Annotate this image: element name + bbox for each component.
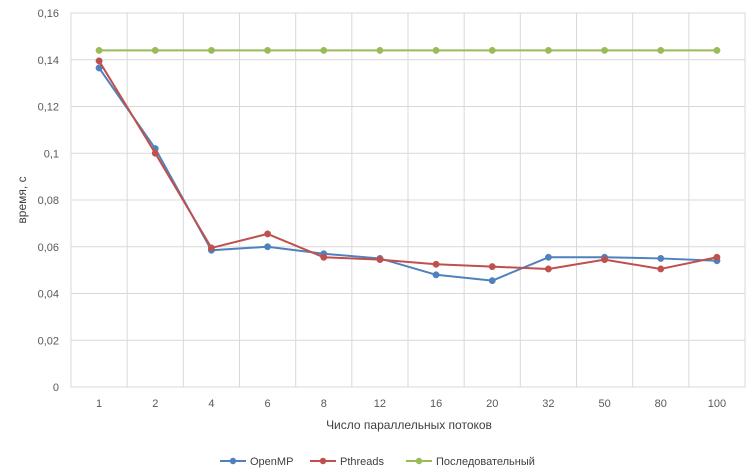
axis-layer: 00,020,040,060,080,10,120,140,161 2 4 6 8 12 1… xyxy=(38,8,727,410)
legend-marker xyxy=(415,457,423,465)
y-tick-label: 0,02 xyxy=(38,335,59,347)
data-point xyxy=(432,46,440,54)
data-point xyxy=(376,256,384,264)
x-tick-label: 2 xyxy=(152,398,158,410)
series-layer xyxy=(95,46,721,285)
data-point xyxy=(264,243,272,251)
x-tick-label: 100 xyxy=(708,398,726,410)
data-point xyxy=(95,57,103,65)
data-point xyxy=(488,46,496,54)
y-tick-label: 0,1 xyxy=(44,148,59,160)
x-tick-label: 4 xyxy=(208,398,214,410)
x-tick-label: 12 xyxy=(374,398,386,410)
data-point xyxy=(320,253,328,261)
data-point xyxy=(320,46,328,54)
data-point xyxy=(207,244,215,252)
x-tick-label: 8 xyxy=(321,398,327,410)
y-tick-label: 0,04 xyxy=(38,289,59,301)
grid-layer xyxy=(70,12,746,388)
data-point xyxy=(488,263,496,271)
y-tick-label: 0,12 xyxy=(38,102,59,114)
legend: OpenMP Pthreads Последовательный xyxy=(220,456,535,468)
x-tick-label: 20 xyxy=(486,398,498,410)
data-point xyxy=(151,46,159,54)
data-point xyxy=(488,277,496,285)
data-point xyxy=(264,230,272,238)
y-tick-label: 0,14 xyxy=(38,55,59,67)
data-point xyxy=(657,46,665,54)
data-point xyxy=(432,260,440,268)
data-point xyxy=(601,256,609,264)
y-tick-label: 0,06 xyxy=(38,242,59,254)
data-point xyxy=(151,149,159,157)
data-point xyxy=(713,46,721,54)
data-point xyxy=(657,265,665,273)
legend-label: OpenMP xyxy=(250,456,293,468)
x-tick-label: 6 xyxy=(265,398,271,410)
legend-marker xyxy=(319,457,327,465)
data-point xyxy=(432,271,440,279)
legend-label: Последовательный xyxy=(436,456,535,468)
data-point xyxy=(207,46,215,54)
data-point xyxy=(601,46,609,54)
x-tick-label: 32 xyxy=(542,398,554,410)
y-axis-title: время, с xyxy=(15,176,29,223)
x-tick-label: 16 xyxy=(430,398,442,410)
y-tick-label: 0 xyxy=(53,382,59,394)
series-line-2 xyxy=(98,59,718,270)
x-axis-title: Число параллельных потоков xyxy=(326,418,492,432)
x-tick-label: 50 xyxy=(598,398,610,410)
data-point xyxy=(95,46,103,54)
legend-marker xyxy=(229,457,237,465)
legend-label: Pthreads xyxy=(340,456,385,468)
data-point xyxy=(544,46,552,54)
data-point xyxy=(376,46,384,54)
x-tick-label: 80 xyxy=(655,398,667,410)
data-point xyxy=(713,253,721,261)
data-point xyxy=(544,253,552,261)
y-tick-label: 0,16 xyxy=(38,8,59,20)
data-point xyxy=(544,265,552,273)
data-point xyxy=(657,254,665,262)
x-tick-label: 1 xyxy=(96,398,102,410)
y-tick-label: 0,08 xyxy=(38,195,59,207)
data-point xyxy=(264,46,272,54)
